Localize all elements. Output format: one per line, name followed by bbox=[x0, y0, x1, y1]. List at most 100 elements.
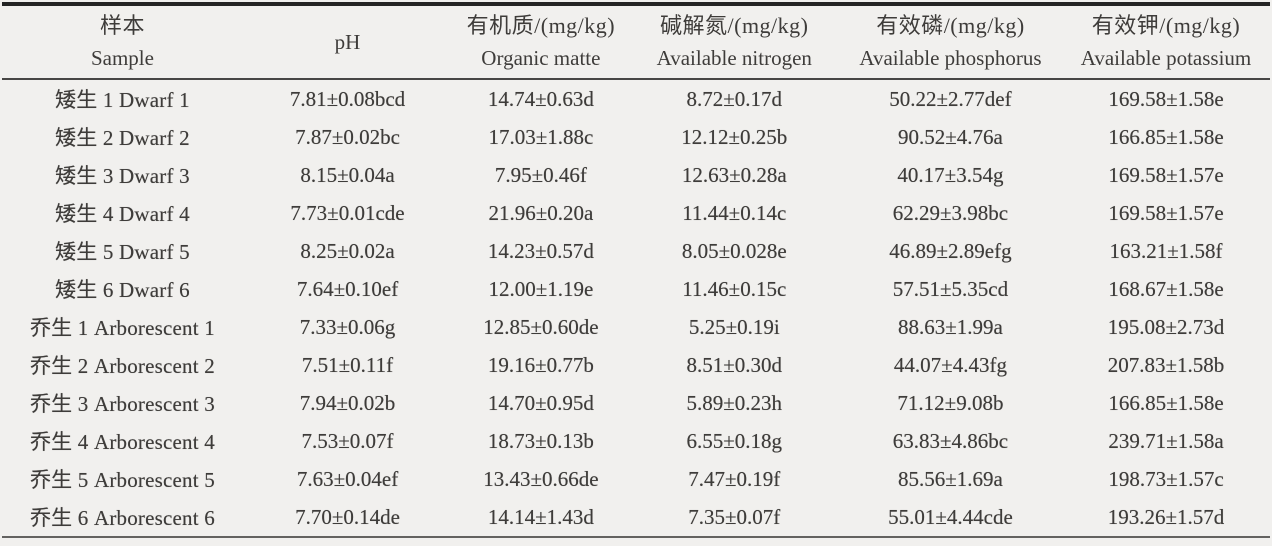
available-potassium-cell: 239.71±1.58a bbox=[1108, 428, 1224, 453]
table-row: 乔生 1 Arborescent 1 7.33±0.06g 12.85±0.60… bbox=[2, 308, 1270, 346]
available-phosphorus-cell: 90.52±4.76a bbox=[898, 124, 1003, 149]
table-row: 矮生 4 Dwarf 4 7.73±0.01cde 21.96±0.20a 11… bbox=[2, 194, 1270, 232]
column-header-available-phosphorus: 有效磷/(mg/kg) Available phosphorus bbox=[839, 4, 1062, 79]
available-phosphorus-cell: 44.07±4.43fg bbox=[893, 352, 1007, 377]
sample-name-cell: 乔生 2 Arborescent 2 bbox=[29, 354, 215, 378]
header-organic-zh: 有机质/(mg/kg) bbox=[466, 13, 616, 38]
available-potassium-cell: 166.85±1.58e bbox=[1108, 124, 1224, 149]
organic-matter-cell: 14.23±0.57d bbox=[487, 238, 594, 263]
sample-name-cell: 乔生 3 Arborescent 3 bbox=[29, 392, 215, 416]
table-row: 矮生 6 Dwarf 6 7.64±0.10ef 12.00±1.19e 11.… bbox=[2, 270, 1270, 308]
available-phosphorus-cell: 88.63±1.99a bbox=[898, 314, 1003, 339]
ph-value-cell: 7.87±0.02bc bbox=[295, 124, 400, 149]
ph-value-cell: 7.51±0.11f bbox=[301, 352, 394, 377]
sample-name-cell: 矮生 2 Dwarf 2 bbox=[55, 126, 190, 150]
organic-matter-cell: 13.43±0.66de bbox=[483, 466, 599, 491]
sample-name-cell: 矮生 5 Dwarf 5 bbox=[55, 240, 190, 264]
organic-matter-cell: 14.14±1.43d bbox=[487, 504, 594, 529]
header-potassium-en: Available potassium bbox=[1080, 46, 1252, 70]
header-nitrogen-zh: 碱解氮/(mg/kg) bbox=[660, 13, 809, 38]
available-potassium-cell: 168.67±1.58e bbox=[1108, 276, 1224, 301]
available-nitrogen-cell: 8.72±0.17d bbox=[686, 86, 783, 111]
table-row: 乔生 3 Arborescent 3 7.94±0.02b 14.70±0.95… bbox=[2, 384, 1270, 422]
available-potassium-cell: 163.21±1.58f bbox=[1109, 238, 1223, 263]
available-phosphorus-cell: 57.51±5.35cd bbox=[892, 276, 1009, 301]
organic-matter-cell: 14.70±0.95d bbox=[487, 390, 594, 415]
ph-value-cell: 7.70±0.14de bbox=[295, 504, 400, 529]
available-potassium-cell: 169.58±1.57e bbox=[1108, 200, 1224, 225]
available-potassium-cell: 193.26±1.57d bbox=[1107, 504, 1225, 529]
header-ph-label: pH bbox=[334, 30, 361, 54]
ph-value-cell: 7.64±0.10ef bbox=[296, 276, 399, 301]
sample-name-cell: 矮生 3 Dwarf 3 bbox=[55, 164, 190, 188]
available-nitrogen-cell: 5.89±0.23h bbox=[686, 390, 783, 415]
table-row: 矮生 1 Dwarf 1 7.81±0.08bcd 14.74±0.63d 8.… bbox=[2, 79, 1270, 118]
ph-value-cell: 7.33±0.06g bbox=[299, 314, 396, 339]
table-row: 矮生 2 Dwarf 2 7.87±0.02bc 17.03±1.88c 12.… bbox=[2, 118, 1270, 156]
available-potassium-cell: 166.85±1.58e bbox=[1108, 390, 1224, 415]
column-header-sample: 样本 Sample bbox=[2, 4, 243, 79]
sample-name-cell: 矮生 4 Dwarf 4 bbox=[55, 202, 190, 226]
available-phosphorus-cell: 63.83±4.86bc bbox=[892, 428, 1009, 453]
organic-matter-cell: 19.16±0.77b bbox=[487, 352, 594, 377]
table-row: 乔生 4 Arborescent 4 7.53±0.07f 18.73±0.13… bbox=[2, 422, 1270, 460]
column-header-organic-matter: 有机质/(mg/kg) Organic matte bbox=[452, 4, 630, 79]
available-nitrogen-cell: 8.05±0.028e bbox=[681, 238, 787, 263]
column-header-ph: pH bbox=[243, 4, 452, 79]
sample-name-cell: 乔生 1 Arborescent 1 bbox=[29, 316, 215, 340]
table-header: 样本 Sample pH 有机质/(mg/kg) Organic matte bbox=[2, 4, 1270, 79]
available-nitrogen-cell: 11.44±0.14c bbox=[682, 200, 787, 225]
header-organic-en: Organic matte bbox=[481, 46, 601, 70]
available-phosphorus-cell: 85.56±1.69a bbox=[898, 466, 1003, 491]
ph-value-cell: 7.53±0.07f bbox=[301, 428, 394, 453]
table-row: 矮生 3 Dwarf 3 8.15±0.04a 7.95±0.46f 12.63… bbox=[2, 156, 1270, 194]
sample-name-cell: 乔生 4 Arborescent 4 bbox=[29, 430, 215, 454]
available-phosphorus-cell: 46.89±2.89efg bbox=[889, 238, 1012, 263]
available-nitrogen-cell: 7.35±0.07f bbox=[688, 504, 781, 529]
available-nitrogen-cell: 5.25±0.19i bbox=[688, 314, 780, 339]
organic-matter-cell: 21.96±0.20a bbox=[488, 200, 594, 225]
table-row: 乔生 5 Arborescent 5 7.63±0.04ef 13.43±0.6… bbox=[2, 460, 1270, 498]
ph-value-cell: 7.81±0.08bcd bbox=[289, 86, 406, 111]
sample-name-cell: 乔生 6 Arborescent 6 bbox=[29, 506, 215, 530]
header-phosphorus-zh: 有效磷/(mg/kg) bbox=[876, 13, 1025, 38]
available-nitrogen-cell: 12.63±0.28a bbox=[681, 162, 787, 187]
header-sample-en: Sample bbox=[90, 46, 154, 70]
available-phosphorus-cell: 62.29±3.98bc bbox=[892, 200, 1009, 225]
header-row: 样本 Sample pH 有机质/(mg/kg) Organic matte bbox=[2, 4, 1270, 79]
available-potassium-cell: 169.58±1.57e bbox=[1108, 162, 1224, 187]
header-nitrogen-en: Available nitrogen bbox=[656, 46, 812, 70]
column-header-available-nitrogen: 碱解氮/(mg/kg) Available nitrogen bbox=[630, 4, 839, 79]
header-potassium-zh: 有效钾/(mg/kg) bbox=[1091, 13, 1241, 38]
available-phosphorus-cell: 55.01±4.44cde bbox=[888, 504, 1013, 529]
table-row: 矮生 5 Dwarf 5 8.25±0.02a 14.23±0.57d 8.05… bbox=[2, 232, 1270, 270]
available-nitrogen-cell: 8.51±0.30d bbox=[686, 352, 783, 377]
available-nitrogen-cell: 7.47±0.19f bbox=[688, 466, 781, 491]
table-row: 乔生 2 Arborescent 2 7.51±0.11f 19.16±0.77… bbox=[2, 346, 1270, 384]
sample-name-cell: 乔生 5 Arborescent 5 bbox=[29, 468, 215, 492]
available-phosphorus-cell: 40.17±3.54g bbox=[897, 162, 1004, 187]
table-body: 矮生 1 Dwarf 1 7.81±0.08bcd 14.74±0.63d 8.… bbox=[2, 79, 1270, 537]
ph-value-cell: 7.73±0.01cde bbox=[290, 200, 405, 225]
ph-value-cell: 7.94±0.02b bbox=[299, 390, 396, 415]
soil-properties-table: 样本 Sample pH 有机质/(mg/kg) Organic matte bbox=[2, 2, 1270, 538]
organic-matter-cell: 17.03±1.88c bbox=[488, 124, 594, 149]
available-nitrogen-cell: 6.55±0.18g bbox=[686, 428, 783, 453]
available-phosphorus-cell: 50.22±2.77def bbox=[889, 86, 1012, 111]
sample-name-cell: 矮生 6 Dwarf 6 bbox=[55, 278, 190, 302]
available-potassium-cell: 169.58±1.58e bbox=[1108, 86, 1224, 111]
available-potassium-cell: 207.83±1.58b bbox=[1107, 352, 1225, 377]
organic-matter-cell: 12.00±1.19e bbox=[488, 276, 594, 301]
organic-matter-cell: 7.95±0.46f bbox=[494, 162, 587, 187]
ph-value-cell: 7.63±0.04ef bbox=[296, 466, 399, 491]
ph-value-cell: 8.25±0.02a bbox=[300, 238, 395, 263]
available-potassium-cell: 195.08±2.73d bbox=[1107, 314, 1225, 339]
sample-name-cell: 矮生 1 Dwarf 1 bbox=[55, 88, 190, 112]
available-nitrogen-cell: 11.46±0.15c bbox=[682, 276, 787, 301]
organic-matter-cell: 12.85±0.60de bbox=[483, 314, 599, 339]
available-nitrogen-cell: 12.12±0.25b bbox=[681, 124, 788, 149]
column-header-available-potassium: 有效钾/(mg/kg) Available potassium bbox=[1062, 4, 1270, 79]
header-sample-zh: 样本 bbox=[99, 13, 145, 38]
ph-value-cell: 8.15±0.04a bbox=[300, 162, 395, 187]
